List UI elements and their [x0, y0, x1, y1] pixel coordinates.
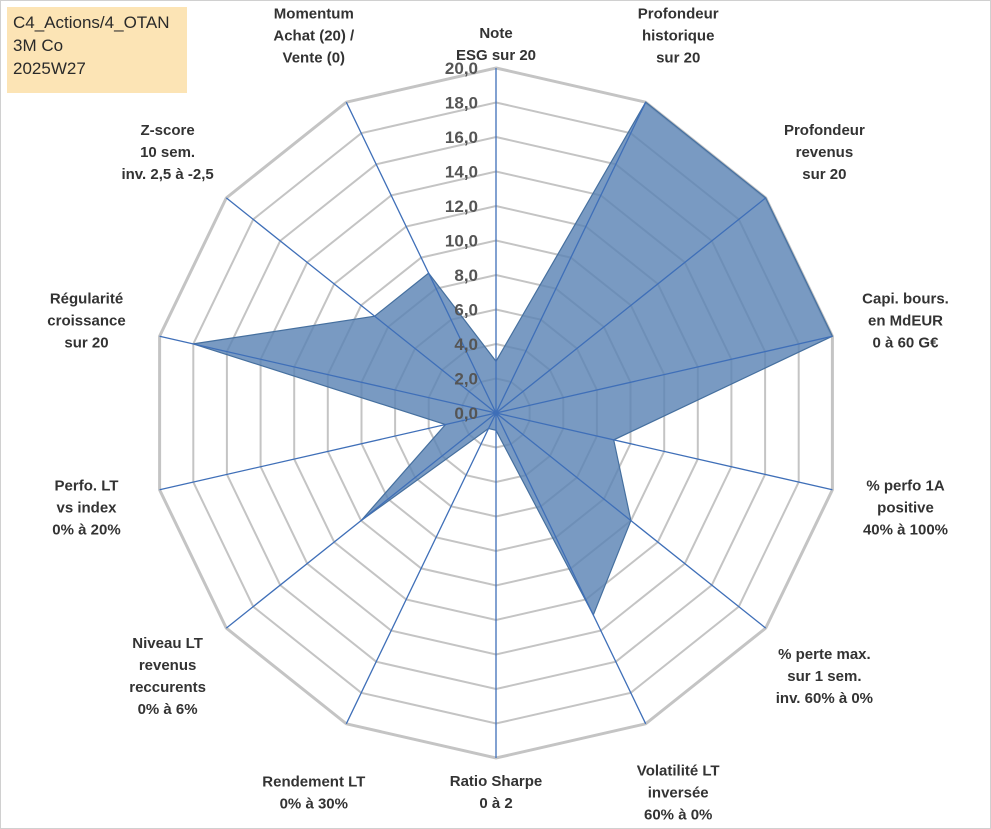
axis-label: Z-score 10 sem. inv. 2,5 à -2,5 — [121, 122, 213, 183]
axis-label-line: revenus — [139, 657, 197, 674]
tick-label: 0,0 — [454, 404, 478, 423]
axis-label-line: 0 à 2 — [479, 795, 512, 812]
axis-label-line: historique — [642, 28, 715, 45]
axis-label-line: en MdEUR — [868, 313, 943, 330]
radar-tick-labels: 0,0 2,0 4,0 6,0 8,0 10,0 12,0 14,0 16,0 18,0 20,0 — [445, 59, 478, 423]
axis-spoke — [345, 101, 497, 414]
axis-label: Ratio Sharpe 0 à 2 — [450, 773, 543, 812]
tick-label: 18,0 — [445, 94, 478, 113]
axis-label-line: 40% à 100% — [863, 522, 948, 539]
tick-label: 20,0 — [445, 59, 478, 78]
axis-label-line: 0 à 60 G€ — [873, 335, 940, 352]
axis-label: Perfo. LT vs index 0% à 20% — [52, 478, 120, 539]
axis-label-line: Perfo. LT — [55, 478, 119, 495]
tick-label: 12,0 — [445, 197, 478, 216]
axis-label-line: Rendement LT — [262, 773, 365, 790]
axis-label-line: inversée — [648, 784, 709, 801]
tick-label: 8,0 — [454, 266, 478, 285]
axis-spoke — [495, 412, 767, 629]
axis-label-line: Achat (20) / — [273, 28, 355, 45]
tick-label: 6,0 — [454, 301, 478, 320]
axis-label: Profondeur historique sur 20 — [638, 6, 719, 67]
axis-label-line: inv. 2,5 à -2,5 — [121, 166, 213, 183]
axis-label-line: 0% à 20% — [52, 522, 120, 539]
axis-spoke — [225, 197, 497, 414]
axis-label: Volatilité LT inversée 60% à 0% — [637, 762, 720, 823]
axis-label-line: Profondeur — [638, 6, 719, 23]
axis-label: Rendement LT 0% à 30% — [262, 773, 365, 812]
axis-spoke — [495, 412, 647, 725]
axis-label-line: croissance — [47, 313, 125, 330]
axis-label: Note ESG sur 20 — [456, 25, 536, 64]
axis-label-line: Volatilité LT — [637, 762, 720, 779]
tick-label: 14,0 — [445, 163, 478, 182]
axis-spoke — [159, 335, 497, 414]
axis-label-line: vs index — [56, 500, 117, 517]
axis-label-line: sur 1 sem. — [787, 668, 861, 685]
axis-label: Momentum Achat (20) / Vente (0) — [273, 6, 355, 67]
axis-label-line: % perfo 1A — [866, 478, 945, 495]
axis-label-line: positive — [877, 500, 934, 517]
axis-label-line: inv. 60% à 0% — [776, 690, 873, 707]
axis-label: Niveau LT revenus reccurents 0% à 6% — [129, 635, 206, 718]
axis-spoke — [159, 412, 497, 491]
axis-spoke — [495, 412, 833, 491]
axis-label-line: Vente (0) — [283, 50, 346, 67]
tick-label: 10,0 — [445, 232, 478, 251]
axis-label-line: % perte max. — [778, 646, 871, 663]
axis-spoke — [495, 101, 647, 414]
axis-label-line: sur 20 — [64, 335, 108, 352]
axis-label: % perfo 1A positive 40% à 100% — [863, 478, 948, 539]
axis-label-line: revenus — [796, 144, 854, 161]
info-week: 2025W27 — [13, 59, 86, 78]
info-box: C4_Actions/4_OTAN 3M Co 2025W27 — [7, 7, 187, 93]
axis-label: Capi. bours. en MdEUR 0 à 60 G€ — [862, 291, 949, 352]
axis-label-line: Niveau LT — [132, 635, 203, 652]
axis-label-line: Capi. bours. — [862, 291, 949, 308]
axis-label-line: reccurents — [129, 679, 206, 696]
axis-label: Régularité croissance sur 20 — [47, 291, 125, 352]
axis-label-line: sur 20 — [802, 166, 846, 183]
axis-spoke — [495, 197, 767, 414]
axis-label-line: Régularité — [50, 291, 123, 308]
axis-label-line: 60% à 0% — [644, 806, 712, 823]
axis-label-line: 0% à 30% — [280, 795, 348, 812]
radar-axes — [159, 68, 833, 758]
axis-label-line: Note — [479, 25, 512, 42]
axis-label: % perte max. sur 1 sem. inv. 60% à 0% — [776, 646, 873, 707]
axis-label-line: Profondeur — [784, 122, 865, 139]
axis-label-line: 0% à 6% — [138, 701, 198, 718]
axis-label-line: 10 sem. — [140, 144, 195, 161]
axis-spoke — [225, 412, 497, 629]
tick-label: 2,0 — [454, 370, 478, 389]
axis-spoke — [345, 412, 497, 725]
axis-label-line: Ratio Sharpe — [450, 773, 543, 790]
axis-label-line: Momentum — [274, 6, 354, 23]
axis-label-line: sur 20 — [656, 50, 700, 67]
axis-label-line: ESG sur 20 — [456, 47, 536, 64]
info-category: C4_Actions/4_OTAN — [13, 13, 170, 32]
tick-label: 4,0 — [454, 335, 478, 354]
info-company: 3M Co — [13, 36, 64, 55]
axis-spoke — [495, 335, 833, 414]
tick-label: 16,0 — [445, 128, 478, 147]
axis-label: Profondeur revenus sur 20 — [784, 122, 865, 183]
radar-axis-labels: Note ESG sur 20 Profondeur historique sur 20… — [47, 6, 949, 824]
axis-label-line: Z-score — [141, 122, 195, 139]
